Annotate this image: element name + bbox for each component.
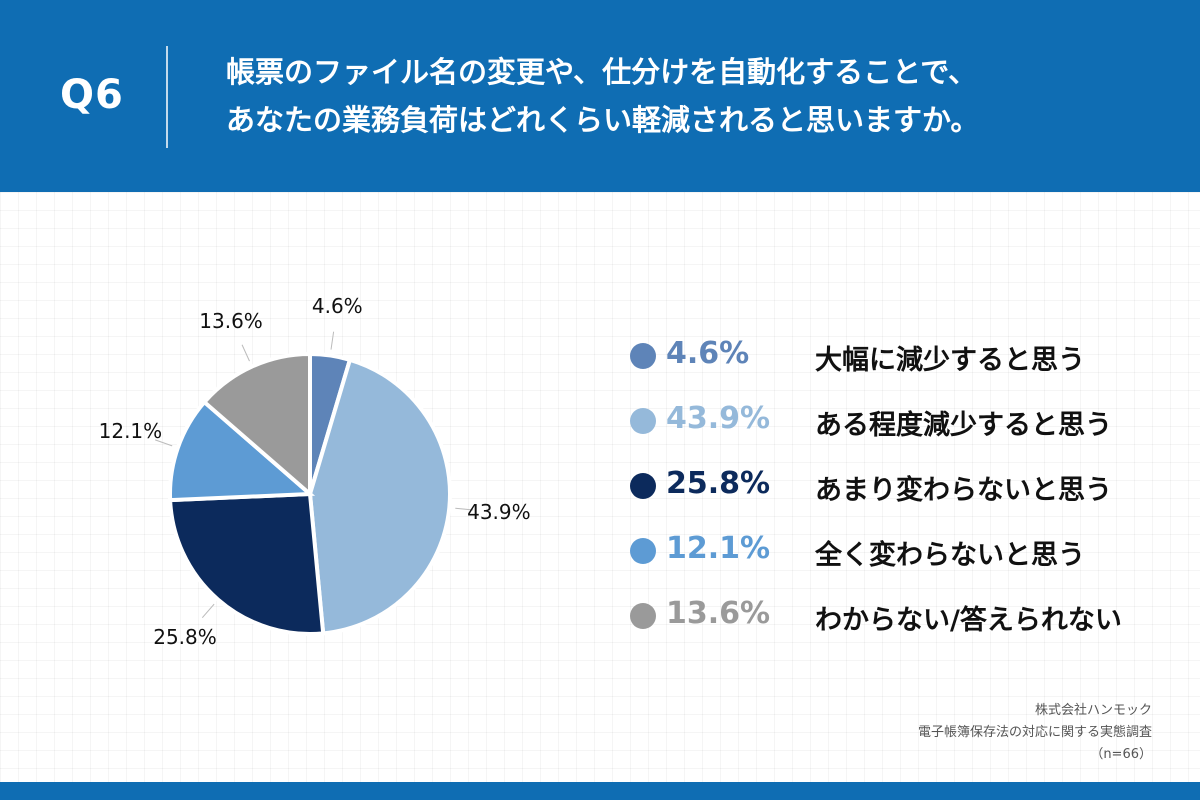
source-survey: 電子帳簿保存法の対応に関する実態調査: [917, 725, 1152, 740]
pie-slice-label: 43.9%: [467, 500, 531, 525]
pie-slice: [201, 351, 312, 499]
question-title: 帳票のファイル名の変更や、仕分けを自動化することで、 あなたの業務負荷はどれくら…: [226, 48, 1186, 144]
pie-slice-label: 12.1%: [98, 419, 163, 444]
legend-label: 全く変わらないと思う: [815, 540, 1085, 571]
pie-slice: [168, 491, 326, 636]
pie-leader-line: [330, 331, 335, 350]
legend-item: 25.8% あまり変わらないと思う: [630, 462, 1190, 527]
pie-slice: [168, 399, 316, 503]
bottom-bar: [0, 782, 1200, 800]
legend-label: わからない/答えられない: [815, 605, 1122, 636]
pie-slice-label: 25.8%: [153, 625, 217, 650]
chart-panel: [0, 192, 1200, 782]
legend-label: ある程度減少すると思う: [815, 410, 1112, 441]
question-title-line-1: 帳票のファイル名の変更や、仕分けを自動化することで、: [226, 55, 978, 89]
pie-slice: [307, 357, 452, 636]
source-company: 株式会社ハンモック: [1034, 703, 1152, 718]
question-id: Q6: [60, 72, 124, 118]
legend-value: 12.1%: [666, 531, 771, 566]
legend-dot: [630, 473, 656, 499]
source-note: 株式会社ハンモック 電子帳簿保存法の対応に関する実態調査 （n=66）: [918, 700, 1152, 766]
legend-label: 大幅に減少すると思う: [815, 345, 1085, 376]
header-divider: [166, 46, 168, 148]
pie-leader-line: [455, 507, 474, 511]
legend-label: あまり変わらないと思う: [815, 475, 1112, 506]
legend-value: 25.8%: [666, 466, 771, 501]
legend-item: 4.6% 大幅に減少すると思う: [630, 332, 1190, 397]
legend-dot: [630, 603, 656, 629]
legend-dot: [630, 408, 656, 434]
legend-value: 13.6%: [666, 596, 771, 631]
pie-leader-line: [155, 439, 173, 447]
question-title-line-2: あなたの業務負荷はどれくらい軽減されると思いますか。: [226, 103, 980, 137]
source-sample-size: （n=66）: [1090, 747, 1152, 762]
pie-leader-line: [201, 603, 215, 619]
legend-item: 12.1% 全く変わらないと思う: [630, 527, 1190, 592]
legend-dot: [630, 343, 656, 369]
pie-slice-label: 4.6%: [311, 293, 363, 318]
pie-slice-label: 13.6%: [199, 309, 263, 334]
legend-dot: [630, 538, 656, 564]
pie-leader-line: [241, 344, 250, 362]
legend-item: 13.6% わからない/答えられない: [630, 592, 1190, 657]
legend: 4.6% 大幅に減少すると思う 43.9% ある程度減少すると思う 25.8% …: [630, 332, 1190, 657]
pie-chart: [155, 331, 474, 636]
legend-value: 4.6%: [666, 336, 750, 371]
legend-value: 43.9%: [666, 401, 771, 436]
legend-item: 43.9% ある程度減少すると思う: [630, 397, 1190, 462]
header: Q6 帳票のファイル名の変更や、仕分けを自動化することで、 あなたの業務負荷はど…: [0, 0, 1200, 192]
